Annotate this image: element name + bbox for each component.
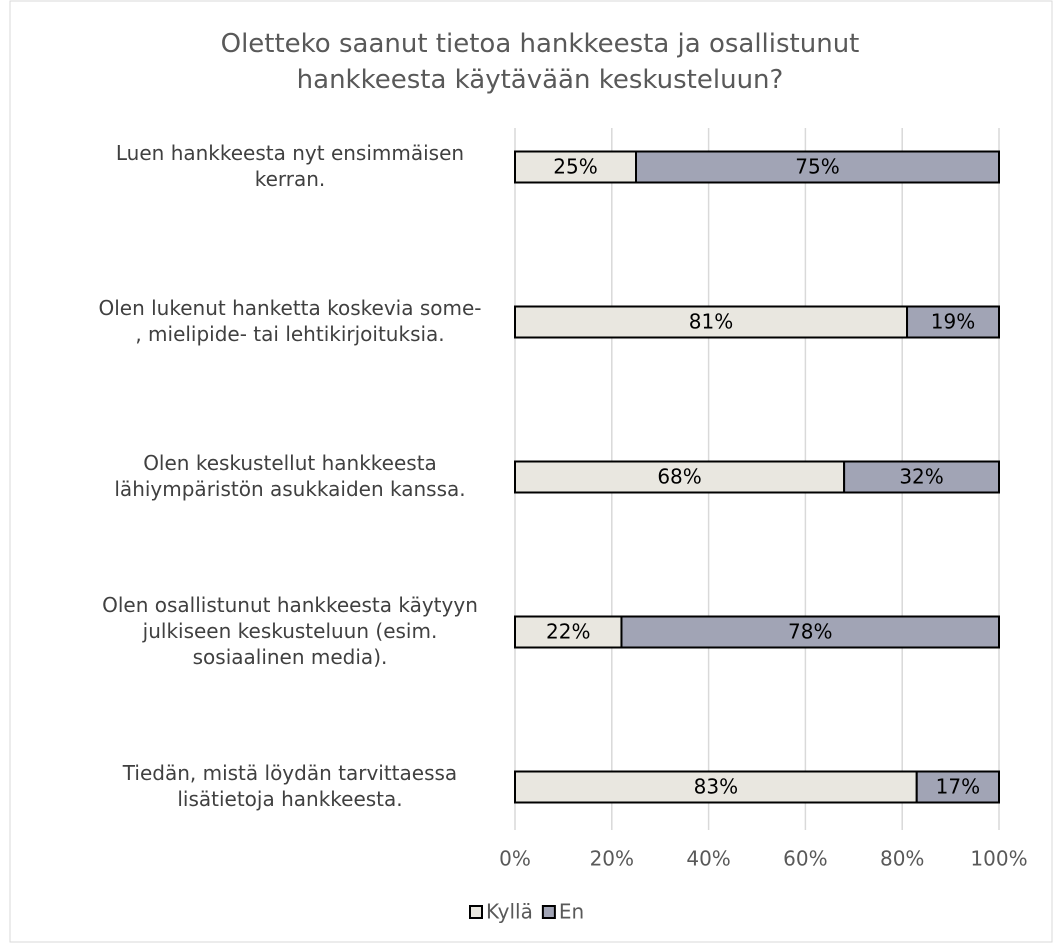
- legend-label: Kyllä: [486, 900, 533, 924]
- bar-segment: [514, 305, 909, 339]
- y-tick-label: Tiedän, mistä löydän tarvittaessa lisätie…: [122, 761, 457, 811]
- data-label: 22%: [546, 620, 590, 644]
- bar-segment: [843, 460, 1000, 494]
- y-tick-label: Luen hankkeesta nyt ensimmäisen kerran.: [116, 141, 464, 191]
- chart-title: Oletteko saanut tietoa hankkeesta ja osa…: [221, 29, 860, 95]
- data-label: 78%: [788, 620, 832, 644]
- bar-segment: [514, 150, 637, 184]
- bar-segment: [514, 460, 846, 494]
- legend-swatch: [541, 905, 556, 919]
- data-label: 32%: [899, 465, 943, 489]
- data-label: 17%: [936, 775, 980, 799]
- x-tick-label: 80%: [880, 847, 924, 871]
- y-tick-label: Olen osallistunut hankkeesta käytyyn julk…: [102, 593, 478, 669]
- data-label: 25%: [553, 155, 597, 179]
- bar-segment: [514, 770, 918, 804]
- x-tick-label: 40%: [686, 847, 730, 871]
- data-label: 75%: [795, 155, 839, 179]
- x-tick-label: 100%: [970, 847, 1027, 871]
- chart-border: [9, 0, 1053, 943]
- legend-swatch: [469, 905, 483, 919]
- x-tick-label: 20%: [590, 847, 634, 871]
- data-label: 83%: [694, 775, 738, 799]
- data-label: 19%: [931, 310, 975, 334]
- data-label: 68%: [657, 465, 701, 489]
- bar-segment: [620, 615, 1000, 649]
- legend-label: En: [559, 900, 584, 924]
- y-tick-label: Olen lukenut hanketta koskevia some-, mi…: [98, 296, 481, 346]
- x-tick-label: 0%: [499, 847, 531, 871]
- data-label: 81%: [689, 310, 733, 334]
- bar-segment: [514, 615, 623, 649]
- x-tick-label: 60%: [783, 847, 827, 871]
- bar-segment: [915, 770, 1000, 804]
- y-tick-label: Olen keskustellut hankkeesta lähiympärist…: [114, 451, 465, 501]
- bar-segment: [635, 150, 1000, 184]
- bar-segment: [906, 305, 1000, 339]
